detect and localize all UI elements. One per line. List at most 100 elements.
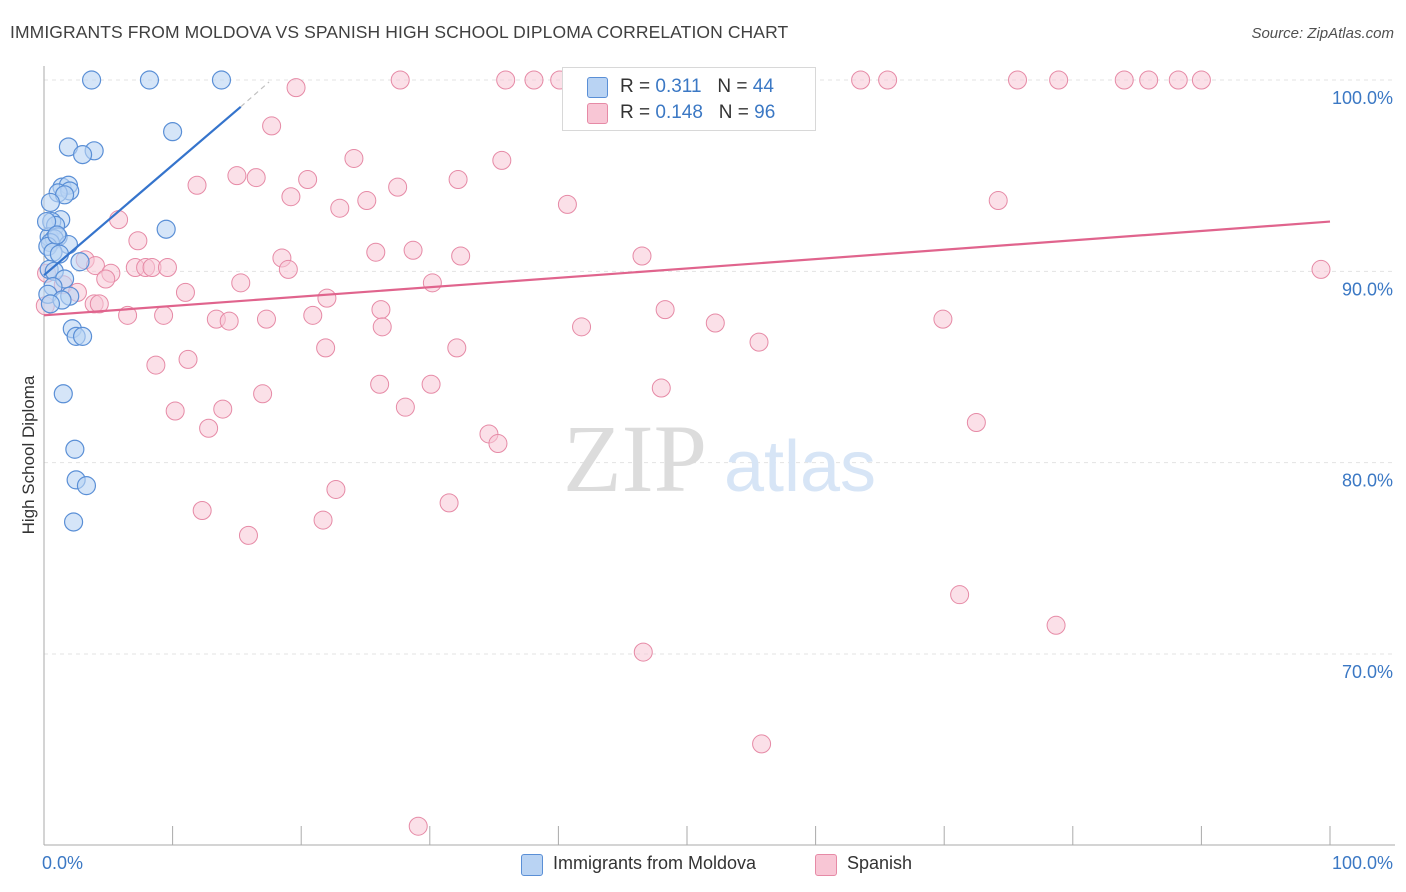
spanish-swatch [587,103,608,124]
spanish-point [256,309,276,329]
spanish-point [262,116,282,136]
spanish-point [366,242,386,262]
spanish-point [878,70,898,90]
spanish-point [286,78,306,98]
source-label: Source: ZipAtlas.com [1251,25,1394,42]
moldova-point [47,225,67,245]
spanish-point [109,210,129,230]
spanish-point [651,378,671,398]
moldova-point [139,70,160,90]
spanish-point [752,734,772,754]
moldova-point [36,211,57,232]
spanish-point [388,177,408,197]
spanish-point [749,332,769,352]
spanish-point [655,300,675,320]
n-label: N = [718,102,749,123]
chart-title: IMMIGRANTS FROM MOLDOVA VS SPANISH HIGH … [10,22,789,42]
spanish-point [281,187,301,207]
spanish-point [492,150,512,170]
moldova-point [49,244,70,264]
spanish-point [422,273,442,293]
spanish-point [372,317,392,337]
moldova-point [211,70,232,90]
spanish-point [557,194,577,214]
spanish-trend-line [43,220,1331,317]
spanish-point [231,273,251,293]
spanish-point [496,70,516,90]
spanish-point [403,240,423,260]
spanish-n-value: 96 [754,102,776,123]
moldova-point [70,252,90,272]
moldova-r-value: 0.311 [655,76,702,97]
y-tick-label: 100.0% [1332,88,1393,108]
moldova-point [65,439,85,459]
spanish-point [187,175,207,195]
spanish-point [1008,70,1028,90]
spanish-point [988,191,1008,211]
x-tick-label: 0.0% [42,853,83,873]
moldova-point [163,122,183,142]
moldova-point [40,192,61,213]
spanish-point [370,374,390,394]
spanish-point [408,816,428,836]
spanish-point [317,288,337,308]
watermark: ZIP atlas [563,405,876,512]
spanish-point [357,191,377,211]
spanish-point [330,198,350,218]
spanish-point [1311,259,1331,279]
spanish-point [344,148,364,168]
spanish-point [632,246,652,266]
n-label: N = [717,76,748,97]
spanish-point [371,300,391,320]
y-tick-label: 80.0% [1342,471,1393,491]
moldova-trend-extension [240,81,270,108]
correlation-legend: R = 0.311 N = 44 R = 0.148 N = 96 [562,67,816,131]
y-axis-label: High School Diploma [19,375,38,534]
spanish-point [178,349,198,369]
moldova-point [81,70,102,90]
bottom-spanish-swatch [815,854,837,876]
spanish-point [146,355,166,375]
spanish-point [278,259,298,279]
moldova-point [156,219,176,239]
spanish-point [451,246,471,266]
spanish-point [395,397,415,417]
spanish-point [128,231,148,251]
spanish-point [851,70,871,90]
spanish-point [303,305,323,325]
spanish-point [227,166,247,186]
spanish-point [705,313,725,333]
moldova-point [72,326,93,346]
moldova-point [40,294,61,314]
spanish-point [933,309,953,329]
axes [43,66,1395,846]
moldova-swatch [587,77,608,98]
spanish-point [175,282,195,302]
spanish-point [633,642,653,662]
moldova-point [76,476,97,496]
spanish-point [165,401,185,421]
x-tick-label: 100.0% [1332,853,1393,873]
spanish-point [219,311,239,331]
spanish-point [326,479,346,499]
legend-spanish-text: R = 0.148 N = 96 [620,102,775,124]
spanish-point [316,338,336,358]
bottom-spanish-label: Spanish [847,853,913,873]
spanish-point [89,294,109,314]
spanish-point [950,585,970,605]
spanish-point [447,338,467,358]
spanish-point [524,70,544,90]
spanish-point [439,493,459,513]
spanish-point [96,269,116,289]
spanish-r-value: 0.148 [655,102,703,123]
spanish-point [1114,70,1134,90]
spanish-point [154,305,174,325]
spanish-point [390,70,410,90]
spanish-point [1191,70,1211,90]
legend-moldova-text: R = 0.311 N = 44 [620,76,774,98]
spanish-point [246,168,266,188]
spanish-point [213,399,233,419]
trend-lines [43,81,1331,317]
spanish-point [1046,615,1066,635]
